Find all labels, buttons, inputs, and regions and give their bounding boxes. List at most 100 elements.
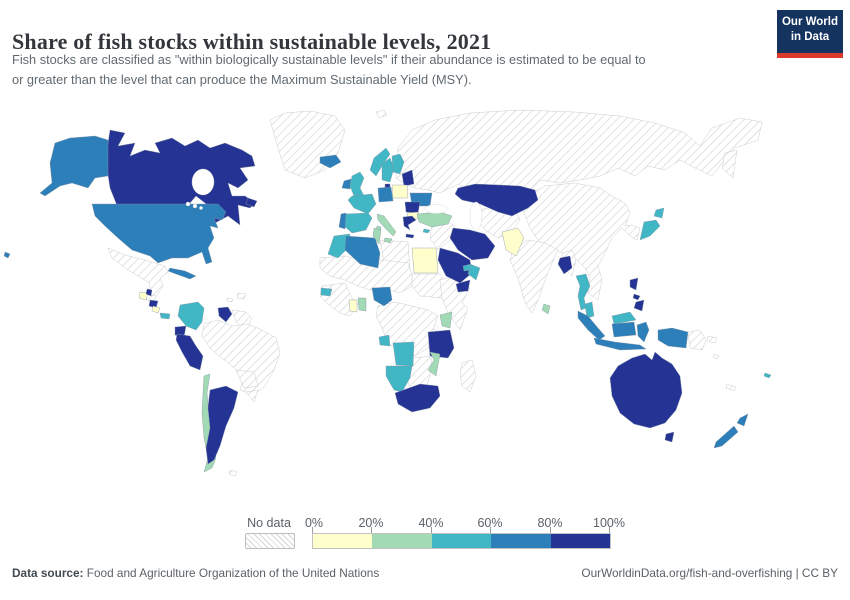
country-egypt[interactable] — [411, 247, 439, 274]
country-sri-lanka[interactable] — [541, 303, 551, 315]
country-argentina[interactable] — [205, 385, 239, 465]
country-indonesia-sumatra[interactable] — [577, 310, 606, 341]
country-guatemala[interactable] — [138, 291, 149, 301]
country-malaysia-peninsula[interactable] — [584, 301, 595, 319]
country-tanzania[interactable] — [427, 329, 455, 359]
country-panama[interactable] — [159, 312, 171, 320]
country-philippines-visayas[interactable] — [632, 293, 641, 301]
country-ireland[interactable] — [341, 178, 352, 190]
country-italy[interactable] — [376, 213, 397, 237]
country-france[interactable] — [347, 193, 377, 215]
country-new-zealand-north[interactable] — [736, 413, 749, 427]
country-philippines-luzon[interactable] — [629, 277, 639, 291]
country-romania[interactable] — [404, 201, 421, 214]
country-fiji[interactable] — [763, 372, 772, 379]
country-indonesia-kalimantan[interactable] — [611, 321, 637, 338]
inland-water — [185, 168, 483, 331]
country-morocco[interactable] — [327, 233, 351, 259]
country-greece[interactable] — [402, 215, 417, 231]
no-data-swatch[interactable] — [245, 533, 295, 549]
subtitle-line-1: Fish stocks are classified as "within bi… — [12, 52, 646, 67]
country-indonesia-sulawesi[interactable] — [636, 321, 650, 343]
country-falkland-islands[interactable] — [228, 469, 238, 477]
country-solomon-islands[interactable] — [712, 353, 720, 360]
country-india[interactable] — [509, 239, 559, 314]
credit-link[interactable]: OurWorldinData.org/fish-and-overfishing … — [581, 566, 838, 580]
country-saudi-arabia[interactable] — [437, 247, 473, 284]
country-indonesia-papua[interactable] — [657, 327, 689, 349]
country-dominican-republic[interactable] — [236, 292, 247, 300]
country-colombia[interactable] — [177, 301, 205, 331]
country-paraguay[interactable] — [245, 389, 259, 403]
country-germany[interactable] — [377, 186, 394, 203]
country-mozambique[interactable] — [427, 351, 441, 377]
country-south-africa[interactable] — [394, 383, 441, 413]
tick-label-40: 40% — [418, 516, 444, 530]
country-new-zealand-south[interactable] — [713, 425, 739, 449]
country-ghana[interactable] — [357, 297, 367, 312]
country-russia[interactable] — [395, 109, 763, 194]
country-spain[interactable] — [341, 212, 373, 234]
country-venezuela[interactable] — [217, 306, 233, 323]
legend-bin-80-100[interactable] — [550, 534, 611, 548]
country-usa-hawaii[interactable] — [3, 251, 11, 259]
country-cuba[interactable] — [167, 267, 197, 280]
country-iran[interactable] — [449, 227, 496, 261]
country-greece-crete[interactable] — [405, 233, 415, 239]
country-italy-sicily[interactable] — [383, 237, 393, 244]
country-kazakhstan[interactable] — [454, 183, 539, 217]
country-angola[interactable] — [392, 341, 415, 367]
country-japan-hokkaido[interactable] — [653, 207, 665, 219]
country-jamaica[interactable] — [226, 297, 234, 303]
country-united-kingdom[interactable] — [349, 171, 365, 197]
country-sweden[interactable] — [381, 157, 395, 183]
country-costa-rica[interactable] — [151, 305, 161, 314]
country-mexico[interactable] — [107, 247, 169, 299]
country-pakistan[interactable] — [501, 227, 525, 257]
country-bangladesh[interactable] — [557, 255, 573, 275]
country-indonesia-java[interactable] — [593, 337, 647, 351]
country-peru[interactable] — [175, 333, 204, 371]
country-new-caledonia[interactable] — [725, 383, 737, 392]
country-greenland[interactable] — [269, 110, 346, 179]
country-belize[interactable] — [145, 288, 153, 297]
legend-bin-0-20[interactable] — [313, 534, 373, 548]
country-tunisia[interactable] — [372, 227, 382, 245]
country-australia-tasmania[interactable] — [664, 431, 675, 443]
country-japan-honshu[interactable] — [639, 219, 661, 241]
country-papua-new-guinea[interactable] — [687, 329, 707, 351]
country-senegal[interactable] — [320, 287, 333, 297]
country-finland[interactable] — [391, 153, 405, 175]
country-brazil[interactable] — [201, 319, 281, 396]
country-canada-newfoundland[interactable] — [245, 197, 258, 208]
country-png-islands[interactable] — [706, 335, 718, 344]
country-cyprus[interactable] — [422, 228, 431, 234]
tick-label-60: 60% — [477, 516, 503, 530]
legend-bin-40-60[interactable] — [431, 534, 492, 548]
tick-mark — [609, 527, 610, 533]
country-nigeria[interactable] — [371, 286, 393, 307]
country-portugal[interactable] — [338, 212, 347, 230]
country-estonia[interactable] — [401, 169, 415, 187]
country-malaysia-borneo[interactable] — [611, 311, 637, 325]
legend-bin-20-40[interactable] — [372, 534, 432, 548]
country-uae[interactable] — [462, 263, 472, 272]
country-bolivia[interactable] — [235, 369, 259, 389]
country-cote-divoire[interactable] — [348, 299, 358, 313]
legend-bin-60-80[interactable] — [491, 534, 551, 548]
country-usa-alaska[interactable] — [39, 135, 109, 197]
country-usa[interactable] — [91, 203, 227, 265]
country-svalbard[interactable] — [375, 109, 388, 119]
country-philippines-mindanao[interactable] — [633, 299, 645, 312]
country-madagascar[interactable] — [459, 359, 477, 393]
country-australia[interactable] — [609, 351, 683, 429]
country-yemen[interactable] — [455, 279, 471, 293]
tick-mark — [312, 527, 313, 533]
country-poland[interactable] — [391, 184, 409, 199]
country-russia-kamchatka[interactable] — [721, 149, 738, 179]
country-iceland[interactable] — [319, 154, 342, 169]
region-central-africa[interactable] — [375, 301, 439, 357]
owid-logo[interactable]: Our World in Data — [777, 10, 843, 58]
country-gabon[interactable] — [378, 334, 391, 347]
country-kenya[interactable] — [439, 311, 453, 329]
